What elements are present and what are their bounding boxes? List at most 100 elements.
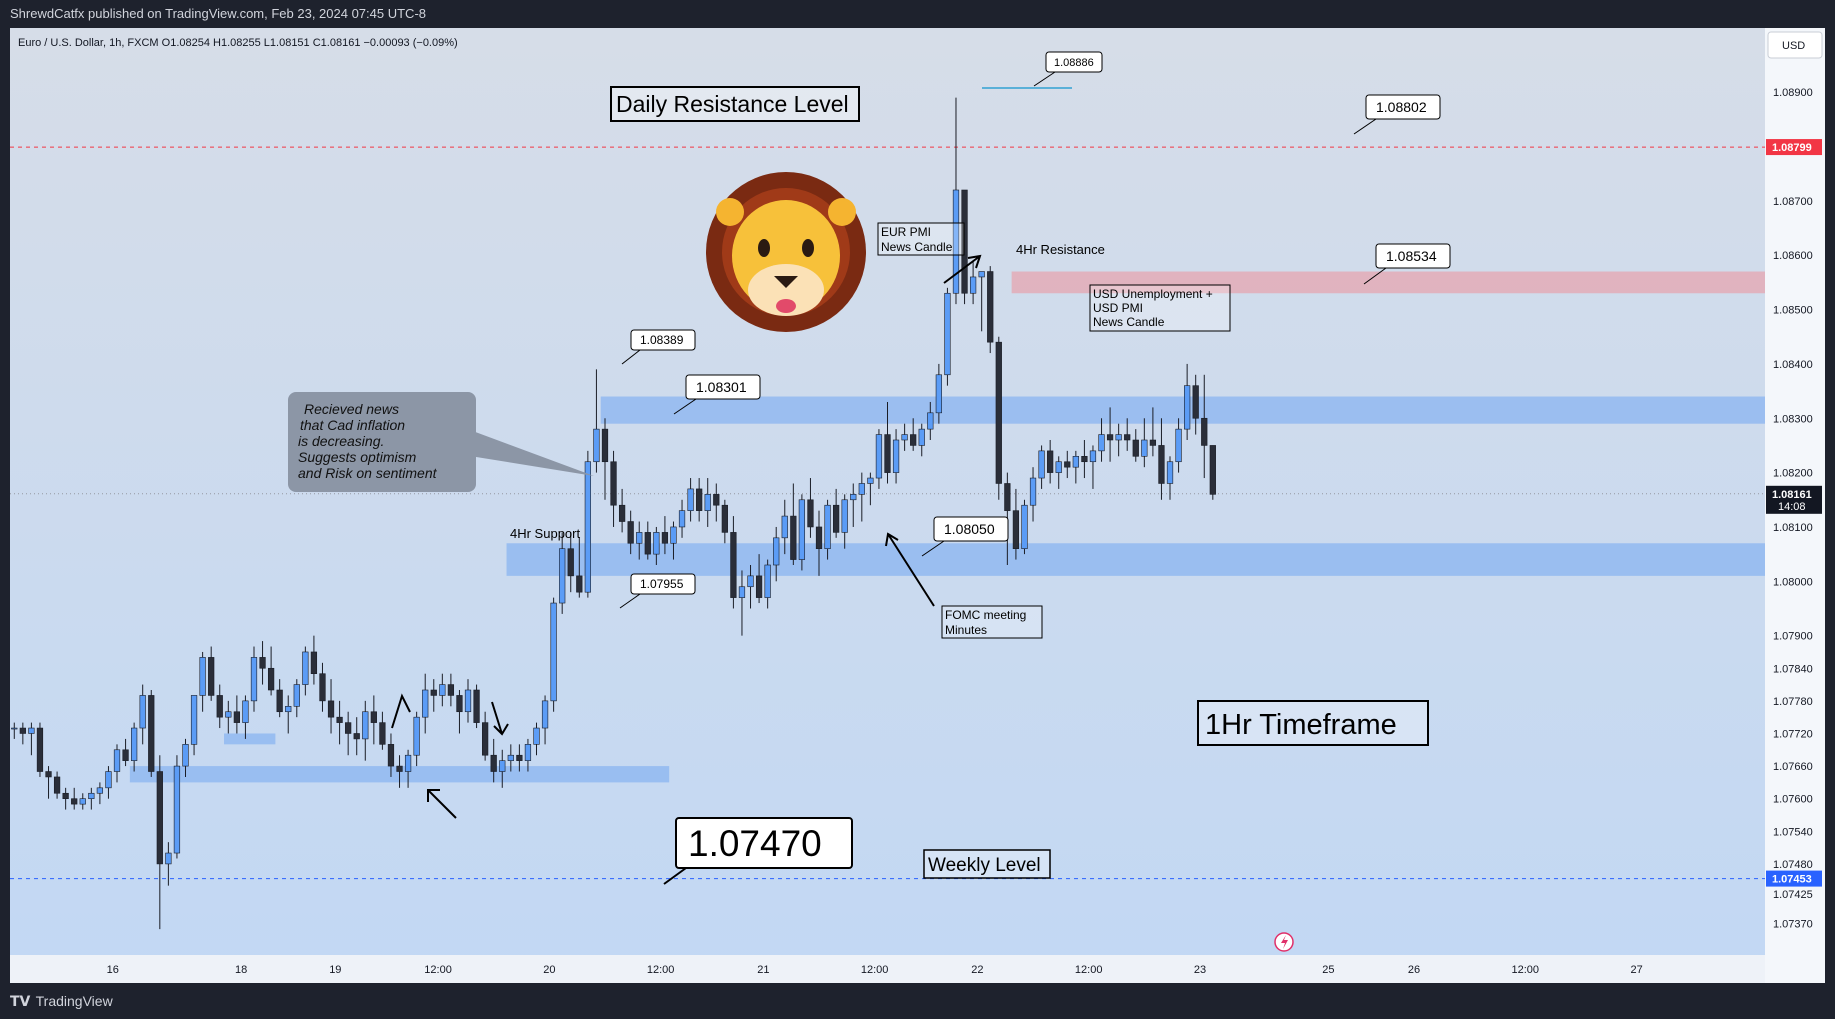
candle — [610, 450, 617, 527]
candle-body — [1141, 439, 1148, 457]
candle — [618, 488, 626, 533]
candle-body — [1115, 434, 1122, 441]
y-tick-label: 1.07900 — [1773, 631, 1813, 643]
candle-body — [824, 504, 831, 549]
fomc-note: FOMC meeting Minutes — [885, 532, 1043, 639]
candle-body — [216, 695, 223, 718]
candle-body — [1004, 483, 1011, 511]
candle-body — [969, 276, 977, 294]
usd-news-note: USD Unemployment + USD PMI News Candle — [1089, 284, 1231, 332]
candle-body — [182, 744, 189, 767]
candle — [208, 646, 215, 701]
svg-text:that Cad inflation: that Cad inflation — [300, 417, 405, 433]
candle-body — [387, 744, 395, 767]
x-tick-label: 18 — [235, 964, 247, 976]
candle-body — [71, 798, 78, 805]
candle — [293, 679, 300, 718]
plot-background — [10, 28, 1765, 983]
candle — [927, 401, 934, 440]
y-tick-label: 1.08400 — [1773, 359, 1813, 371]
candle — [1081, 440, 1088, 479]
x-tick-label: 12:00 — [424, 964, 452, 976]
candle — [190, 695, 198, 756]
candle-body — [593, 428, 600, 463]
candle — [285, 695, 292, 734]
time-axis[interactable] — [10, 955, 1765, 983]
candle — [1064, 450, 1071, 479]
candle-body — [833, 504, 840, 533]
svg-text:1.08886: 1.08886 — [1054, 57, 1094, 69]
price-tag — [1766, 870, 1822, 887]
candle — [36, 722, 44, 777]
currency-button[interactable] — [1767, 31, 1823, 59]
candle-body — [464, 689, 472, 713]
callout-1-08301: 1.08301 — [673, 374, 761, 415]
candle-body — [627, 521, 634, 544]
candle-body — [533, 727, 540, 745]
support-4hr-label: 4Hr Support — [510, 526, 580, 541]
candle-body — [1098, 434, 1105, 452]
footer-brand: TradingView — [35, 993, 113, 1009]
candle-body — [927, 412, 934, 430]
y-tick-label: 1.07370 — [1773, 919, 1813, 931]
x-tick-label: 12:00 — [861, 964, 889, 976]
candle — [182, 738, 189, 777]
x-tick-label: 22 — [971, 964, 983, 976]
price-tag-label: 1.08799 — [1772, 142, 1812, 154]
resistance-4hr-label: 4Hr Resistance — [1016, 242, 1105, 257]
candle — [576, 537, 583, 598]
candle-body — [379, 722, 386, 745]
candle-body — [156, 771, 163, 865]
candle — [310, 635, 318, 685]
candle-body — [482, 722, 489, 756]
candle — [439, 673, 446, 707]
candle-body — [798, 499, 806, 560]
candle-body — [978, 271, 985, 278]
weekly-level-label: Weekly Level — [928, 855, 1041, 876]
candle-body — [362, 711, 369, 740]
candle — [850, 483, 857, 527]
candle — [1106, 407, 1114, 462]
candle — [507, 744, 514, 772]
lightning-icon[interactable] — [1274, 932, 1294, 952]
candle — [473, 684, 480, 729]
candle-body — [704, 494, 711, 511]
candle — [499, 749, 506, 788]
candle — [661, 516, 669, 555]
candle — [319, 662, 326, 712]
timeframe-label: 1Hr Timeframe — [1205, 709, 1397, 741]
publisher-header: ShrewdCatfx published on TradingView.com… — [0, 0, 1835, 28]
candle — [259, 641, 266, 685]
candle-body — [173, 765, 181, 854]
candle-body — [1106, 434, 1114, 441]
y-tick-label: 1.07840 — [1773, 663, 1813, 675]
candle-body — [310, 651, 318, 674]
candle-body — [601, 428, 609, 463]
candle-body — [1029, 477, 1037, 506]
y-tick-label: 1.07600 — [1773, 794, 1813, 806]
candle-body — [396, 765, 403, 772]
candle-body — [1055, 461, 1062, 473]
candle — [336, 700, 343, 745]
candle — [713, 483, 720, 522]
svg-text:is decreasing.: is decreasing. — [298, 433, 384, 449]
candle — [653, 526, 660, 565]
candle — [841, 494, 848, 549]
candle-body — [105, 771, 112, 789]
candle-body — [807, 499, 814, 528]
candle-body — [319, 673, 326, 702]
y-tick-label: 1.08700 — [1773, 196, 1813, 208]
candle — [225, 700, 232, 734]
candle-body — [336, 716, 343, 723]
candle — [627, 510, 634, 555]
candle-body — [516, 754, 523, 761]
x-tick-label: 21 — [757, 964, 769, 976]
candle — [302, 646, 309, 696]
candle — [533, 722, 540, 756]
candle — [687, 478, 694, 522]
candle — [122, 738, 129, 767]
candle — [730, 516, 737, 609]
candle-body — [225, 711, 232, 718]
candle-body — [550, 602, 557, 702]
candle — [969, 260, 977, 305]
